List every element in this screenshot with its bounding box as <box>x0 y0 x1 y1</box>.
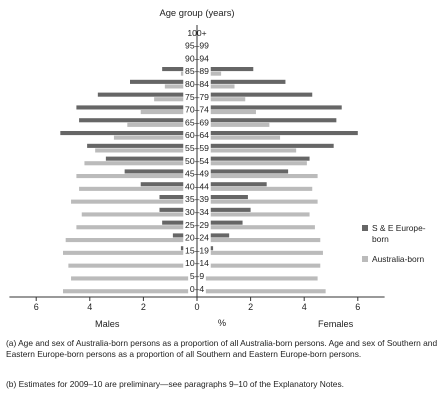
bar-se-europe-male-15 <box>162 220 197 225</box>
bar-australia-male-11 <box>76 174 197 179</box>
bar-se-europe-male-9 <box>87 143 197 148</box>
x-tick-label: 2 <box>248 302 253 312</box>
bar-australia-male-9 <box>95 148 197 153</box>
x-tick-label: 6 <box>34 302 39 312</box>
bar-australia-female-10 <box>197 161 307 166</box>
bar-australia-male-7 <box>127 122 197 127</box>
bar-australia-female-4 <box>197 84 235 89</box>
legend-label-australia: Australia-born <box>372 254 424 264</box>
bar-se-europe-female-13 <box>197 195 248 200</box>
bar-se-europe-female-12 <box>197 182 267 187</box>
bar-australia-male-8 <box>113 135 197 140</box>
bar-australia-male-13 <box>71 199 197 204</box>
bar-australia-female-15 <box>197 225 315 230</box>
unit-label: % <box>218 318 226 328</box>
bar-se-europe-male-12 <box>140 182 197 187</box>
bar-australia-male-6 <box>140 110 197 115</box>
bar-australia-female-7 <box>197 122 270 127</box>
bar-australia-female-8 <box>197 135 281 140</box>
footnote-a: (a) Age and sex of Australia-born person… <box>6 338 438 359</box>
bar-se-europe-female-15 <box>197 220 243 225</box>
bar-se-europe-male-8 <box>60 131 197 136</box>
bar-se-europe-female-4 <box>197 79 286 84</box>
bar-se-europe-male-7 <box>79 118 197 123</box>
bar-australia-female-17 <box>197 250 323 255</box>
bar-se-europe-female-14 <box>197 207 251 212</box>
bar-australia-female-5 <box>197 97 246 102</box>
bar-se-europe-female-9 <box>197 143 334 148</box>
axis-title: Age group (years) <box>159 7 234 18</box>
bar-se-europe-male-14 <box>159 207 197 212</box>
footnote-b: (b) Estimates for 2009–10 are preliminar… <box>6 379 344 389</box>
bar-australia-male-17 <box>63 250 197 255</box>
bar-australia-female-14 <box>197 212 310 217</box>
bar-se-europe-female-8 <box>197 131 358 136</box>
legend-swatch-se-europe <box>362 225 368 231</box>
bar-australia-female-11 <box>197 174 318 179</box>
bar-australia-female-13 <box>197 199 318 204</box>
bar-australia-female-18 <box>197 263 321 268</box>
bar-australia-male-12 <box>79 186 197 191</box>
bar-australia-male-5 <box>154 97 197 102</box>
legend-label-se-europe: born <box>372 234 389 244</box>
bar-se-europe-female-3 <box>197 67 254 72</box>
bar-se-europe-female-11 <box>197 169 289 174</box>
x-tick-label: 0 <box>194 302 199 312</box>
right-label: Females <box>318 319 354 329</box>
x-tick-label: 2 <box>141 302 146 312</box>
bar-australia-female-20 <box>197 289 326 294</box>
left-label: Males <box>95 319 120 329</box>
bar-australia-male-19 <box>71 276 197 281</box>
bar-australia-female-6 <box>197 110 256 115</box>
legend-label-se-europe: S & E Europe- <box>372 223 426 233</box>
bar-australia-male-20 <box>63 289 197 294</box>
bar-se-europe-female-5 <box>197 92 313 97</box>
x-tick-label: 6 <box>355 302 360 312</box>
bar-se-europe-female-10 <box>197 156 310 161</box>
bar-se-europe-male-5 <box>97 92 197 97</box>
x-tick-label: 4 <box>302 302 307 312</box>
bar-se-europe-male-3 <box>162 67 197 72</box>
bar-australia-female-16 <box>197 238 321 243</box>
bar-australia-female-12 <box>197 186 313 191</box>
bar-se-europe-male-6 <box>76 105 197 110</box>
bar-australia-female-19 <box>197 276 318 281</box>
bar-australia-female-9 <box>197 148 297 153</box>
legend: S & E Europe-born Australia-born <box>362 223 426 264</box>
bar-australia-male-18 <box>68 263 197 268</box>
legend-swatch-australia <box>362 256 368 262</box>
bar-australia-male-15 <box>76 225 197 230</box>
bar-australia-male-14 <box>81 212 197 217</box>
bar-se-europe-male-4 <box>130 79 197 84</box>
bar-se-europe-female-16 <box>197 233 230 238</box>
bar-se-europe-male-13 <box>159 195 197 200</box>
x-tick-label: 4 <box>87 302 92 312</box>
bar-se-europe-female-6 <box>197 105 342 110</box>
bar-australia-male-16 <box>65 238 198 243</box>
bar-australia-male-4 <box>164 84 197 89</box>
bar-se-europe-male-10 <box>105 156 197 161</box>
bar-australia-male-10 <box>84 161 197 166</box>
bar-se-europe-male-11 <box>124 169 197 174</box>
plot-area: 100+95–9990–9485–8980–8475–7970–7465–696… <box>9 25 385 312</box>
bar-se-europe-female-7 <box>197 118 337 123</box>
